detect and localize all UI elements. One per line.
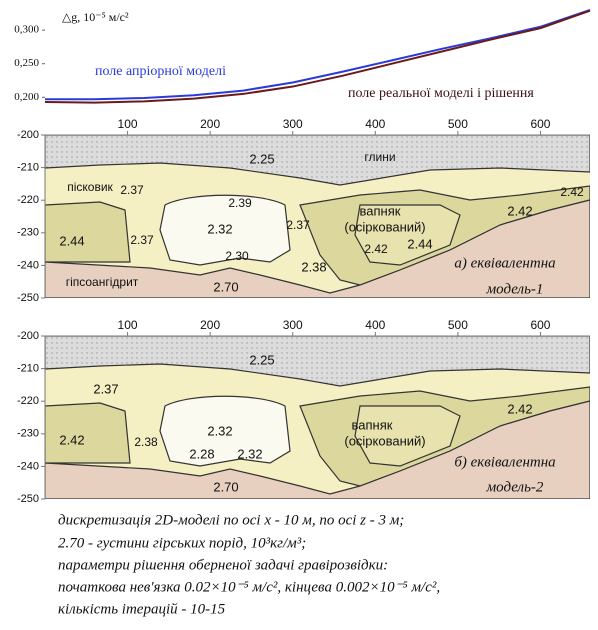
caption: дискретизація 2D-моделі по осі x - 10 м,… <box>58 512 440 617</box>
section-2-layers <box>45 336 590 499</box>
y-tick-label: -210 <box>17 162 39 174</box>
label: (осірк­ований) <box>344 219 425 234</box>
y-tick-label: 0,200 <box>14 91 39 103</box>
y-tick-label: -210 <box>17 363 39 375</box>
figure: △g, 10⁻⁵ м/с² поле апріорної моделі поле… <box>0 0 598 630</box>
label: 2.44 <box>59 233 84 248</box>
label: 2.37 <box>93 381 118 396</box>
label: 2.37 <box>286 218 310 232</box>
label: 2.32 <box>237 446 262 461</box>
label: 2.70 <box>213 479 238 494</box>
label: 2.42 <box>507 401 532 416</box>
label: 2.42 <box>59 432 84 447</box>
x-tick-label: 100 <box>118 318 138 332</box>
label: модель-2 <box>486 479 544 495</box>
y-tick-label: -200 <box>17 129 39 141</box>
label: 2.25 <box>249 352 274 367</box>
y-tick-label: -230 <box>17 428 39 440</box>
x-tick-label: 500 <box>448 117 468 131</box>
x-tick-label: 100 <box>118 117 138 131</box>
x-tick-label: 200 <box>200 318 220 332</box>
label: вапняк <box>360 203 401 218</box>
caption-line: дискретизація 2D-моделі по осі x - 10 м,… <box>58 512 404 528</box>
label: гіпсоангідрит <box>66 275 139 289</box>
caption-line: 2.70 - густини гірських порід, 10³кг/м³; <box>58 535 306 551</box>
x-tick-label: 300 <box>283 318 303 332</box>
caption-line: кількість ітерацій - 10-15 <box>58 601 226 617</box>
label: вапняк <box>352 417 393 432</box>
y-tick-label: -240 <box>17 460 39 472</box>
label: 2.32 <box>207 423 232 438</box>
label: 2.32 <box>207 221 232 236</box>
y-tick-label: 0,300 <box>14 24 39 36</box>
y-tick-label: -200 <box>17 330 39 342</box>
label: 2.30 <box>225 249 249 263</box>
x-tick-label: 600 <box>530 117 550 131</box>
label: а) еквівалентна <box>454 255 555 271</box>
label: б) еквівалентна <box>454 454 555 470</box>
label: 2.44 <box>407 236 432 251</box>
label: пісковик <box>67 180 113 194</box>
caption-line: початкова нев'язка 0.02×10⁻⁵ м/с², кінце… <box>58 579 440 595</box>
label: глини <box>364 150 395 164</box>
y-tick-label: -250 <box>17 292 39 304</box>
x-tick-label: 200 <box>200 117 220 131</box>
label: 2.38 <box>134 435 158 449</box>
x-tick-label: 500 <box>448 318 468 332</box>
label: 2.70 <box>213 279 238 294</box>
y-tick-label: 0,250 <box>14 57 39 69</box>
label: 2.42 <box>507 203 532 218</box>
label: 2.37 <box>120 183 144 197</box>
label: 2.42 <box>560 185 584 199</box>
label: 2.38 <box>301 259 326 274</box>
label: 2.39 <box>228 196 252 210</box>
label: модель-1 <box>486 281 544 297</box>
y-tick-label: -240 <box>17 259 39 271</box>
x-tick-label: 400 <box>365 117 385 131</box>
label: 2.28 <box>189 446 214 461</box>
y-tick-label: -220 <box>17 194 39 206</box>
x-tick-label: 300 <box>283 117 303 131</box>
series-label: поле реальної моделі і рішення <box>348 86 534 101</box>
y-tick-label: -220 <box>17 395 39 407</box>
y-tick-label: -250 <box>17 493 39 505</box>
series-label: поле апріорної моделі <box>95 64 226 79</box>
label: 2.37 <box>130 233 154 247</box>
label: 2.42 <box>364 242 388 256</box>
y-tick-label: -230 <box>17 227 39 239</box>
x-tick-label: 400 <box>365 318 385 332</box>
y-axis-label: △g, 10⁻⁵ м/с² <box>62 10 129 24</box>
label: 2.25 <box>249 151 274 166</box>
caption-line: параметри рішення оберненої задачі граві… <box>58 557 388 573</box>
label: (осірк­ований) <box>344 433 425 448</box>
x-tick-label: 600 <box>530 318 550 332</box>
